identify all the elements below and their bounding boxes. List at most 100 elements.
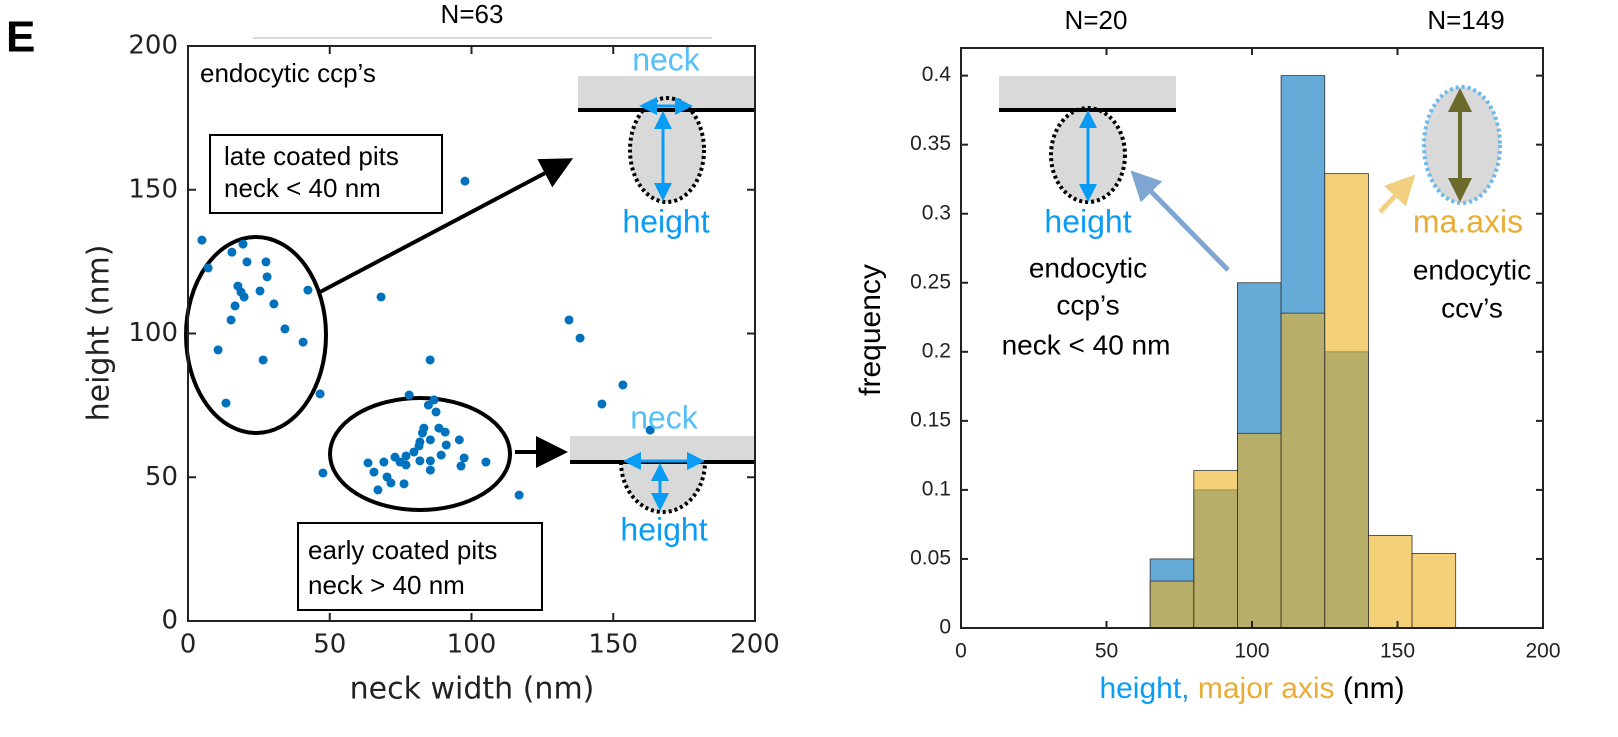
point bbox=[454, 435, 464, 445]
point bbox=[417, 428, 427, 438]
point bbox=[376, 292, 386, 302]
annotation: ccp’s bbox=[1056, 289, 1119, 320]
x-tick-label: 200 bbox=[730, 630, 780, 660]
x-tick-label: 0 bbox=[180, 630, 197, 660]
point bbox=[425, 355, 435, 365]
annotation: early coated pits bbox=[308, 535, 497, 565]
point bbox=[460, 176, 470, 186]
point bbox=[456, 461, 466, 471]
annotation: height bbox=[620, 511, 707, 547]
annotation: N=20 bbox=[1065, 5, 1128, 35]
point bbox=[597, 399, 607, 409]
x-label-part: major axis bbox=[1198, 672, 1335, 705]
point bbox=[404, 390, 414, 400]
point bbox=[429, 395, 439, 405]
point bbox=[441, 440, 451, 450]
point bbox=[197, 235, 207, 245]
point bbox=[415, 437, 425, 447]
x-tick-label: 0 bbox=[955, 640, 967, 663]
annotation: endocytic ccp’s bbox=[200, 58, 376, 88]
point bbox=[564, 315, 574, 325]
arrow bbox=[319, 158, 574, 294]
histogram-bar bbox=[1280, 312, 1326, 629]
y-tick-label: 0.4 bbox=[922, 63, 952, 86]
histogram-bar bbox=[1237, 432, 1282, 629]
annotations: endocytic ccp’s late coated pits neck < … bbox=[82, 0, 1532, 707]
point bbox=[436, 450, 446, 460]
annotation: neck bbox=[632, 41, 701, 77]
histogram-bar bbox=[1411, 553, 1457, 629]
point bbox=[425, 435, 435, 445]
point bbox=[409, 447, 419, 457]
y-tick-label: 0 bbox=[939, 616, 951, 639]
annotation: ma.axis bbox=[1413, 203, 1523, 239]
y-tick-label: 0.25 bbox=[910, 270, 951, 293]
point bbox=[399, 479, 409, 489]
point bbox=[425, 456, 435, 466]
y-tick-label: 0.15 bbox=[910, 408, 951, 431]
annotation: height bbox=[622, 203, 709, 239]
y-tick-label: 0.3 bbox=[922, 201, 951, 224]
x-axis-label: neck width (nm) bbox=[350, 672, 595, 707]
point bbox=[298, 337, 308, 347]
point bbox=[226, 315, 236, 325]
point bbox=[213, 345, 223, 355]
point bbox=[514, 490, 524, 500]
point bbox=[239, 292, 249, 302]
point bbox=[645, 425, 655, 435]
cluster-outline bbox=[184, 235, 328, 435]
point bbox=[415, 456, 425, 466]
x-tick-label: 150 bbox=[588, 630, 638, 660]
x-tick-label: 50 bbox=[1095, 640, 1118, 663]
annotation: neck > 40 nm bbox=[308, 570, 465, 600]
chart-title: N=63 bbox=[441, 0, 504, 29]
y-axis-label: height (nm) bbox=[82, 245, 117, 422]
annotation: neck bbox=[630, 399, 699, 435]
y-axis-label: frequency bbox=[854, 264, 887, 396]
histogram-bar bbox=[1368, 535, 1413, 629]
annotation: height bbox=[1044, 203, 1131, 239]
point bbox=[386, 478, 396, 488]
point bbox=[242, 257, 252, 267]
point bbox=[401, 460, 411, 470]
point bbox=[425, 465, 435, 475]
point bbox=[315, 389, 325, 399]
annotation: N=149 bbox=[1427, 5, 1504, 35]
x-label-part: height, bbox=[1099, 672, 1189, 705]
x-tick-label: 150 bbox=[1380, 640, 1415, 663]
x-axis-label: height, major axis (nm) bbox=[1099, 672, 1404, 705]
annotation: endocytic bbox=[1413, 254, 1531, 285]
label-box bbox=[297, 522, 543, 611]
point bbox=[373, 485, 383, 495]
point bbox=[369, 467, 379, 477]
point bbox=[230, 301, 240, 311]
point bbox=[431, 407, 441, 417]
annotation: ccv’s bbox=[1441, 292, 1503, 323]
y-tick-label: 50 bbox=[145, 462, 178, 492]
point bbox=[618, 380, 628, 390]
y-tick-label: 200 bbox=[128, 31, 178, 61]
arrow bbox=[1130, 170, 1230, 272]
point bbox=[269, 299, 279, 309]
y-tick-label: 0 bbox=[161, 606, 178, 636]
point bbox=[379, 457, 389, 467]
point bbox=[280, 324, 290, 334]
point bbox=[481, 457, 491, 467]
y-tick-label: 100 bbox=[128, 318, 178, 348]
arrow bbox=[1378, 174, 1416, 214]
membrane bbox=[570, 436, 755, 461]
histogram-bar bbox=[1149, 580, 1195, 629]
point bbox=[258, 355, 268, 365]
point bbox=[221, 398, 231, 408]
point bbox=[227, 247, 237, 257]
point bbox=[423, 400, 433, 410]
y-tick-label: 0.2 bbox=[922, 339, 951, 362]
x-tick-label: 50 bbox=[313, 630, 346, 660]
x-tick-label: 100 bbox=[447, 630, 497, 660]
x-tick-label: 100 bbox=[1234, 640, 1269, 663]
annotation: neck < 40 nm bbox=[224, 173, 381, 203]
point bbox=[262, 272, 272, 282]
point bbox=[261, 257, 271, 267]
panel-label: E bbox=[6, 13, 35, 62]
